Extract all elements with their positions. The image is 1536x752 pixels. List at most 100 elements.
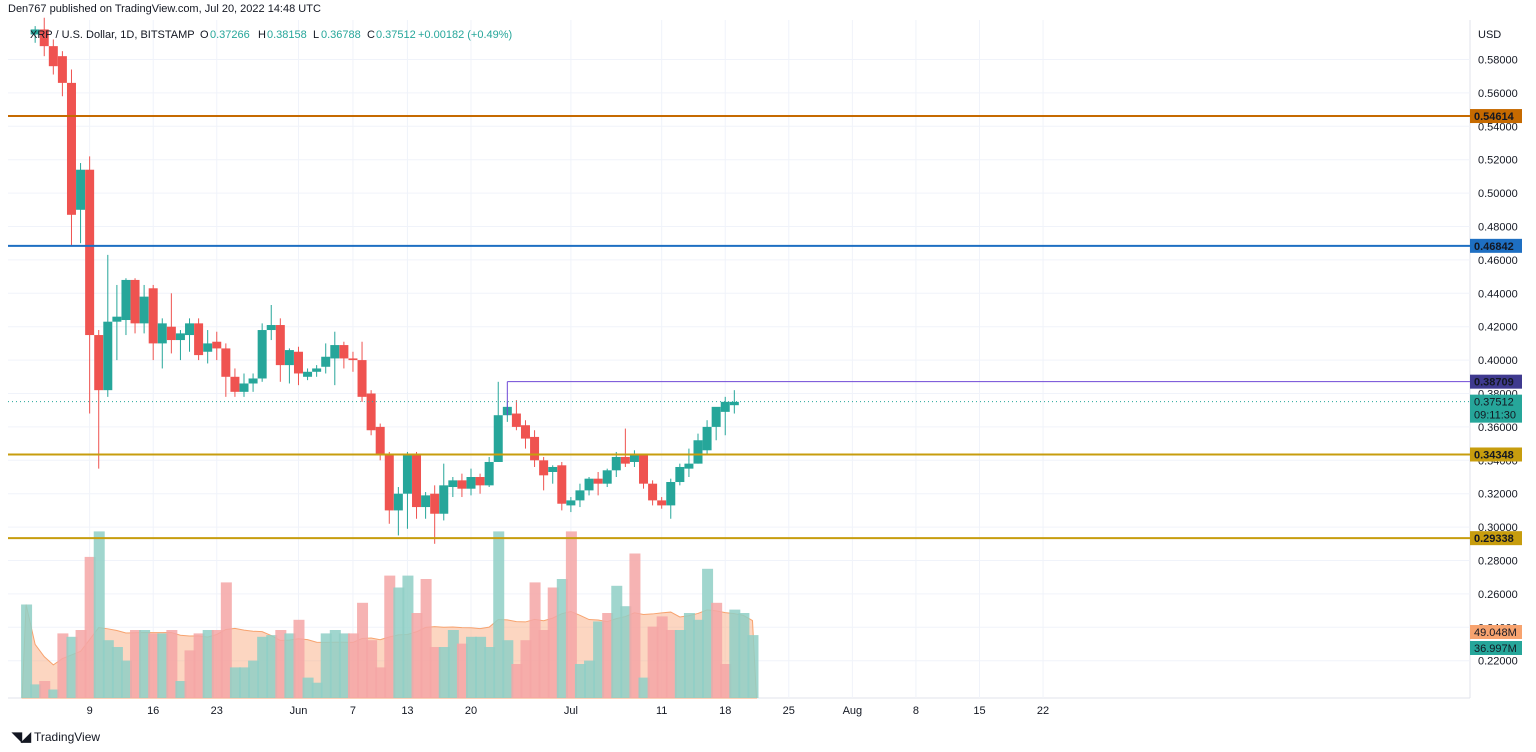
x-tick-label: 15 (973, 705, 985, 717)
volume-bar (347, 633, 359, 698)
volume-bar (747, 635, 759, 698)
candle-body (321, 356, 331, 367)
candle-body (439, 485, 449, 514)
volume-bar (30, 684, 42, 698)
volume-bar (656, 616, 668, 698)
volume-bar (84, 556, 96, 698)
price-axis: USD 0.58000 0.56000 0.54000 0.52000 0.50000 0.… (1478, 29, 1518, 668)
x-tick-label: Jul (564, 705, 578, 717)
candle-body (348, 358, 358, 361)
candle-body (520, 425, 530, 439)
candle-body (203, 343, 213, 352)
candle-body (620, 456, 630, 464)
level-label: 0.46842 (1474, 241, 1514, 253)
volume-bar (738, 613, 750, 698)
x-tick-label: 9 (87, 705, 93, 717)
candle-body (675, 466, 685, 483)
volume-bar (184, 650, 196, 698)
candle-body (30, 29, 40, 35)
volume-bar (420, 579, 432, 698)
volume-bar (130, 630, 142, 698)
candle-body (94, 335, 104, 391)
volume-bar (120, 660, 132, 698)
high-label: 0.38709 (1474, 377, 1514, 389)
volume-bar (311, 682, 323, 698)
volume-bar (21, 604, 33, 698)
level-label: 0.29338 (1474, 533, 1514, 545)
volume-bar (293, 619, 305, 698)
candle-body (593, 478, 603, 484)
volume-bar (702, 568, 714, 698)
volume-bar (574, 664, 586, 698)
candle-body (393, 493, 403, 511)
candle-body (366, 393, 376, 431)
y-tick-label: 0.52000 (1478, 155, 1518, 167)
candle-body (103, 321, 113, 391)
volume-bar (520, 640, 532, 698)
volume-bar (211, 630, 223, 698)
x-tick-label: 22 (1037, 705, 1049, 717)
candle-body (57, 56, 67, 83)
x-tick-label: Aug (843, 705, 863, 717)
candle-body (557, 465, 567, 504)
volume-bar (275, 630, 287, 698)
x-tick-label: 11 (656, 705, 667, 717)
volume-bar (429, 647, 441, 698)
candle-body (693, 440, 703, 464)
volume-bar (57, 633, 69, 698)
candle-body (402, 453, 412, 494)
candle-body (293, 351, 303, 374)
volume-bar (202, 630, 214, 698)
volume-bar (284, 633, 296, 698)
candle-body (212, 341, 222, 349)
candle-body (511, 413, 521, 427)
x-tick-label: Jun (290, 705, 308, 717)
currency-label: USD (1478, 29, 1501, 41)
volume-bar (456, 643, 468, 698)
legend-change: +0.00182 (+0.49%) (418, 29, 512, 41)
y-tick-label: 0.40000 (1478, 355, 1518, 367)
candle-body (112, 316, 122, 322)
y-tick-label: 0.30000 (1478, 522, 1518, 534)
volume-bar (220, 582, 232, 698)
volume-bar (248, 660, 260, 698)
last-price-label: 0.37512 (1474, 397, 1514, 409)
candle-body (66, 82, 76, 215)
y-tick-label: 0.26000 (1478, 589, 1518, 601)
volume-bar (466, 636, 477, 698)
candle-body (702, 426, 712, 451)
candle-body (130, 279, 140, 324)
legend-h-label: H (258, 29, 266, 41)
candle-body (575, 490, 585, 501)
candle-body (566, 500, 576, 506)
x-tick-label: 13 (401, 705, 413, 717)
footer[interactable]: ◥◢ TradingView (12, 729, 100, 745)
volume-layer (21, 531, 759, 699)
volume-bar (720, 664, 732, 698)
candle-body (194, 323, 204, 356)
level-label-bg (1470, 531, 1522, 546)
volume-bar (366, 640, 378, 698)
volume-bar (484, 647, 496, 698)
volume-bar (683, 613, 695, 698)
volume-bar (511, 664, 523, 698)
last-price-bg (1470, 394, 1522, 423)
candle-body (666, 482, 676, 506)
candle-body (639, 453, 649, 484)
volume-bar (665, 630, 677, 698)
volume-bar (384, 575, 396, 698)
candle-body (48, 46, 58, 67)
candle-body (175, 333, 185, 341)
volume-bar (547, 587, 559, 698)
candle-body (166, 326, 176, 341)
volume-bar (620, 606, 632, 698)
volume-bar (75, 630, 87, 698)
legend-o-value: 0.37266 (210, 29, 250, 41)
volume-last-bg (1470, 641, 1522, 655)
volume-bar (375, 667, 387, 698)
legend-o-label: O (200, 29, 209, 41)
y-tick-label: 0.56000 (1478, 88, 1518, 100)
candle-body (484, 461, 494, 486)
volume-bar (338, 633, 350, 698)
